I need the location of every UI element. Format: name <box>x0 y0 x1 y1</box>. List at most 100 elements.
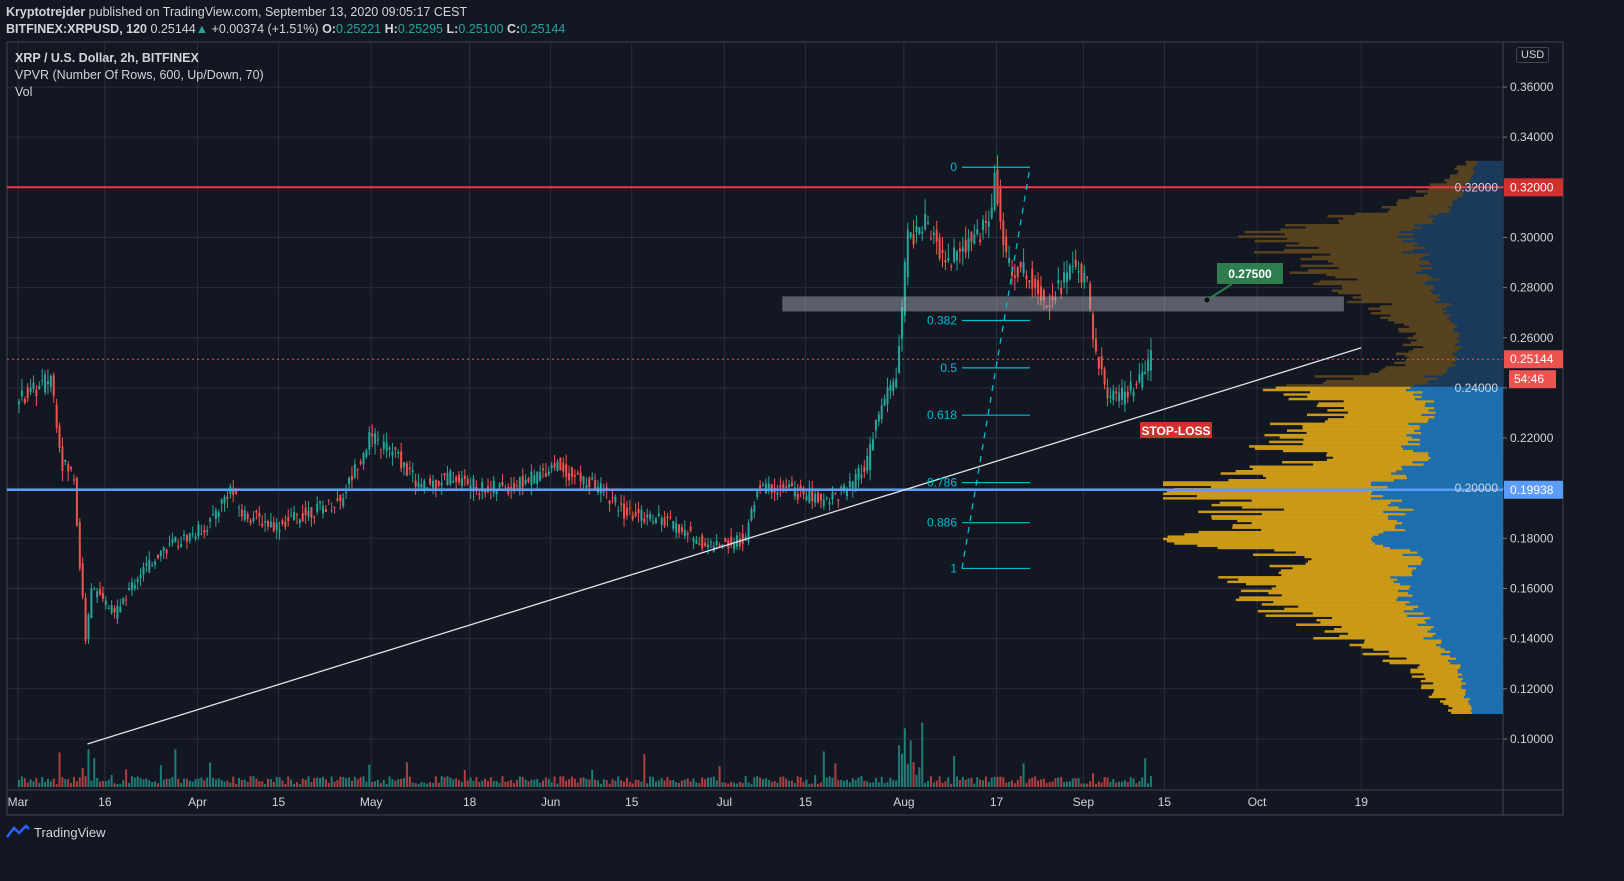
volume-bar <box>78 777 81 787</box>
volume-bar <box>1100 782 1103 787</box>
candle <box>1083 272 1086 283</box>
candle <box>1042 290 1045 301</box>
vp-down-bar <box>1261 603 1406 606</box>
volume-bar <box>295 782 298 787</box>
volume-bar <box>18 780 20 787</box>
volume-bar <box>715 780 718 787</box>
candle <box>646 514 649 518</box>
vp-up-bar <box>1455 363 1503 367</box>
author[interactable]: Kryptotrejder <box>6 5 86 19</box>
last-price-label: 0.25144 <box>1510 352 1554 366</box>
vp-up-bar <box>1464 695 1503 699</box>
volume-bar <box>330 776 333 787</box>
candle <box>1022 262 1025 274</box>
candle <box>29 387 32 393</box>
vp-up-bar <box>1423 282 1503 286</box>
volume-bar <box>1077 778 1080 787</box>
volume-bar <box>180 783 183 787</box>
volume-bar <box>515 780 518 787</box>
candle <box>900 307 903 339</box>
vp-up-bar <box>1412 573 1503 577</box>
vp-down-bar <box>1410 668 1458 672</box>
volume-bar <box>116 783 119 787</box>
fib-level-label: 0.786 <box>927 476 957 490</box>
vp-down-bar <box>1338 266 1433 270</box>
support-price-badge <box>1504 480 1563 499</box>
volume-bar <box>973 783 976 787</box>
vp-down-bar <box>1307 395 1422 399</box>
candle <box>101 593 104 599</box>
volume-bar <box>886 782 889 787</box>
candle <box>122 598 125 604</box>
vp-up-bar <box>1465 682 1503 685</box>
vp-up-bar <box>1404 609 1503 613</box>
candle <box>252 517 255 522</box>
vp-down-bar <box>1320 621 1427 624</box>
volume-bar <box>319 778 322 787</box>
volume-bar <box>44 782 47 787</box>
volume-bar <box>805 779 808 787</box>
candle <box>698 543 701 545</box>
vp-down-bar <box>1423 673 1463 676</box>
vp-down-bar <box>1456 165 1474 168</box>
candle <box>1132 391 1135 397</box>
candle <box>741 533 744 544</box>
volume-bar <box>634 779 637 787</box>
vp-down-bar <box>1166 490 1373 493</box>
candle <box>582 476 585 485</box>
candle <box>1077 270 1080 273</box>
vp-down-bar <box>1357 278 1440 281</box>
vp-down-bar <box>1319 280 1426 283</box>
volume-bar <box>929 776 932 787</box>
vp-up-bar <box>1458 675 1503 678</box>
candle <box>935 229 938 242</box>
volume-bar <box>1008 781 1011 787</box>
vp-up-bar <box>1406 433 1503 437</box>
vp-down-bar <box>1313 463 1424 466</box>
volume-bar <box>898 745 901 787</box>
series-legend[interactable]: XRP / U.S. Dollar, 2h, BITFINEX <box>15 51 199 65</box>
vp-down-bar <box>1285 224 1414 227</box>
volume-bar <box>125 769 128 787</box>
volume-bar <box>362 776 365 787</box>
candle <box>753 504 756 512</box>
candle <box>359 461 362 464</box>
candle <box>342 498 345 506</box>
fib-level-label: 0 <box>950 160 957 174</box>
vp-up-bar <box>1471 174 1503 177</box>
fib-level-label: 0.5 <box>940 361 957 375</box>
volume-bar <box>290 779 293 787</box>
vp-down-bar <box>1405 359 1456 362</box>
vp-down-bar <box>1393 361 1452 365</box>
volume-bar <box>692 778 695 787</box>
vp-up-bar <box>1430 627 1503 631</box>
candle <box>330 510 333 512</box>
currency-button[interactable]: USD <box>1516 47 1550 63</box>
volume-bar <box>238 777 241 787</box>
volume-bar <box>935 780 938 787</box>
volume-bar <box>895 780 898 787</box>
candle <box>955 251 958 261</box>
volume-bar <box>1060 777 1063 787</box>
candle <box>1063 272 1066 283</box>
vp-down-bar <box>1312 612 1424 615</box>
volume-bar <box>481 780 484 787</box>
candle <box>866 455 869 471</box>
volume-bar <box>463 769 466 787</box>
candle <box>356 469 359 471</box>
vp-up-bar <box>1441 641 1503 645</box>
volume-bar <box>489 777 492 787</box>
vp-up-bar <box>1372 535 1503 538</box>
vp-down-bar <box>1244 230 1400 234</box>
vpvr-legend[interactable]: VPVR (Number Of Rows, 600, Up/Down, 70) <box>15 68 264 82</box>
vp-up-bar <box>1461 684 1503 687</box>
candle <box>924 214 927 230</box>
candle <box>290 515 293 517</box>
tradingview-logo[interactable]: TradingView <box>6 824 106 840</box>
volume-legend[interactable]: Vol <box>15 85 33 99</box>
vp-down-bar <box>1332 262 1431 265</box>
volume-bar <box>866 781 869 787</box>
volume-bar <box>52 778 55 787</box>
vp-up-bar <box>1440 652 1503 656</box>
